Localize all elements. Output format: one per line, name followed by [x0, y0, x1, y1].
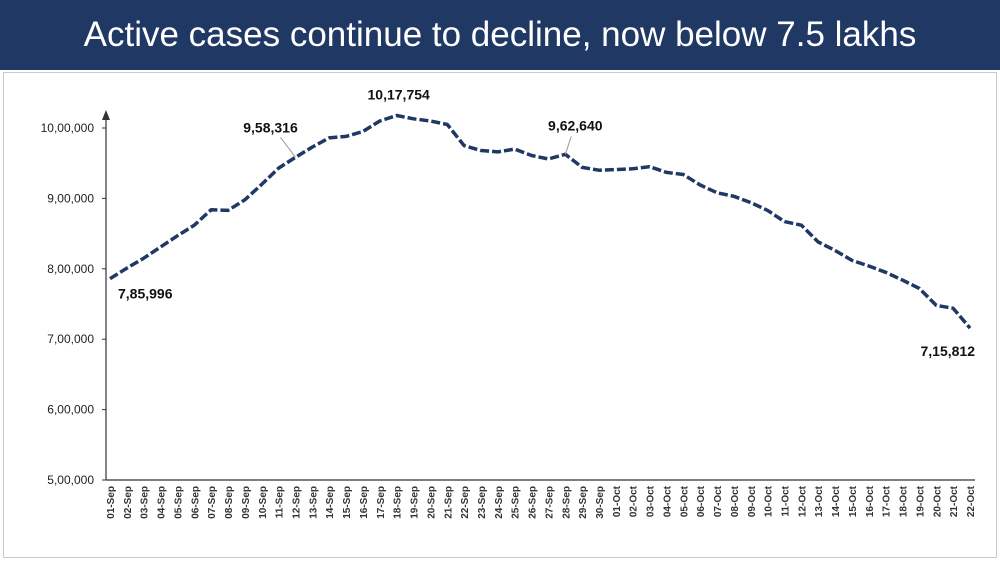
x-tick-label: 01-Oct — [612, 485, 623, 517]
x-tick-label: 14-Sep — [325, 486, 336, 519]
x-tick-label: 23-Sep — [477, 486, 488, 519]
x-tick-label: 10-Oct — [764, 485, 775, 517]
y-tick-label: 7,00,000 — [47, 332, 94, 346]
x-tick-label: 11-Sep — [275, 486, 286, 518]
x-tick-label: 30-Sep — [595, 486, 606, 519]
x-tick-label: 10-Sep — [258, 486, 269, 519]
y-tick-label: 10,00,000 — [41, 121, 95, 135]
x-tick-label: 17-Sep — [376, 486, 387, 519]
x-tick-label: 05-Oct — [679, 485, 690, 517]
y-tick-label: 5,00,000 — [47, 473, 94, 487]
x-tick-label: 07-Sep — [207, 486, 218, 519]
x-tick-label: 25-Sep — [511, 486, 522, 519]
x-tick-label: 20-Sep — [426, 486, 437, 519]
label-leader — [564, 136, 572, 155]
x-tick-label: 02-Sep — [123, 486, 134, 519]
x-tick-label: 15-Oct — [848, 485, 859, 517]
x-tick-label: 19-Oct — [915, 485, 926, 517]
x-tick-label: 03-Sep — [140, 486, 151, 519]
x-tick-label: 18-Oct — [899, 485, 910, 517]
x-tick-label: 04-Sep — [157, 486, 168, 519]
x-tick-label: 29-Sep — [578, 486, 589, 519]
title-banner: Active cases continue to decline, now be… — [0, 0, 1000, 70]
x-tick-label: 17-Oct — [882, 485, 893, 517]
x-tick-label: 21-Oct — [949, 485, 960, 517]
x-tick-label: 04-Oct — [662, 485, 673, 517]
x-tick-label: 24-Sep — [494, 486, 505, 519]
x-tick-label: 08-Oct — [730, 485, 741, 517]
y-tick-label: 6,00,000 — [47, 403, 94, 417]
data-label: 10,17,754 — [368, 87, 430, 103]
x-tick-label: 11-Oct — [781, 485, 792, 516]
x-tick-label: 18-Sep — [393, 486, 404, 519]
y-tick-label: 8,00,000 — [47, 262, 94, 276]
x-tick-label: 07-Oct — [713, 485, 724, 517]
data-label: 9,58,316 — [243, 119, 298, 135]
x-tick-label: 22-Oct — [966, 485, 977, 517]
x-tick-label: 06-Sep — [190, 486, 201, 519]
x-tick-label: 28-Sep — [561, 486, 572, 519]
x-tick-label: 01-Sep — [106, 486, 117, 519]
x-tick-label: 14-Oct — [831, 485, 842, 517]
x-tick-label: 20-Oct — [932, 485, 943, 517]
series-line — [109, 113, 972, 330]
data-label: 7,15,812 — [921, 343, 976, 359]
x-tick-label: 08-Sep — [224, 486, 235, 519]
y-axis-arrow — [102, 110, 110, 120]
x-tick-label: 16-Sep — [359, 486, 370, 519]
x-tick-label: 26-Sep — [528, 486, 539, 519]
x-tick-label: 16-Oct — [865, 485, 876, 517]
x-tick-label: 27-Sep — [544, 486, 555, 519]
x-tick-label: 19-Sep — [410, 486, 421, 519]
x-tick-label: 13-Oct — [814, 485, 825, 517]
data-label: 9,62,640 — [548, 117, 603, 133]
x-tick-label: 09-Sep — [241, 486, 252, 519]
x-tick-label: 12-Oct — [797, 485, 808, 517]
y-tick-label: 9,00,000 — [47, 191, 94, 205]
x-tick-label: 22-Sep — [460, 486, 471, 519]
x-tick-label: 21-Sep — [443, 486, 454, 519]
label-leader — [280, 137, 296, 158]
x-tick-label: 05-Sep — [173, 486, 184, 519]
x-tick-label: 12-Sep — [291, 486, 302, 519]
x-tick-label: 02-Oct — [629, 485, 640, 517]
x-tick-label: 06-Oct — [696, 485, 707, 517]
x-tick-label: 03-Oct — [646, 485, 657, 517]
x-tick-label: 13-Sep — [308, 486, 319, 519]
x-tick-label: 15-Sep — [342, 486, 353, 519]
chart-title: Active cases continue to decline, now be… — [83, 15, 917, 54]
data-label: 7,85,996 — [118, 286, 173, 302]
x-tick-label: 09-Oct — [747, 485, 758, 517]
chart-frame — [3, 72, 997, 558]
